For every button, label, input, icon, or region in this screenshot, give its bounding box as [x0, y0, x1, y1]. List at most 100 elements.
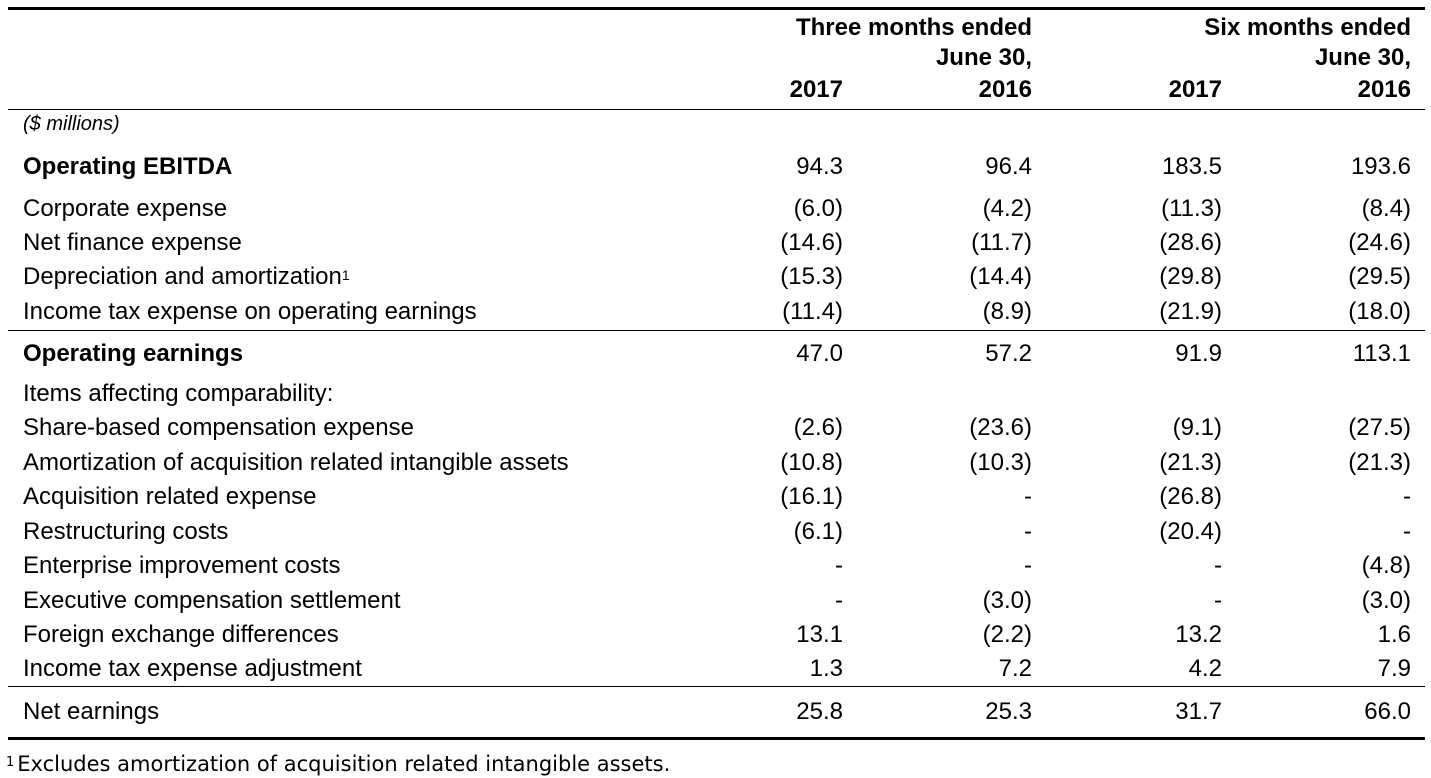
cell-three-2017: (16.1) [780, 483, 843, 510]
footnote-marker: 1 [341, 267, 350, 283]
row-label: Foreign exchange differences [23, 621, 339, 648]
row-label: Income tax expense on operating earnings [23, 298, 477, 325]
table-row: Operating earnings 47.0 57.2 91.9 113.1 [0, 337, 1431, 371]
cell-three-2016: 7.2 [998, 655, 1032, 682]
top-rule [8, 7, 1425, 10]
cell-six-2016: 113.1 [1352, 340, 1411, 367]
cell-six-2016: (3.0) [1361, 587, 1411, 614]
row-label-text: Depreciation and amortization [23, 263, 342, 290]
cell-three-2017: - [835, 552, 843, 579]
cell-three-2016: (10.3) [969, 449, 1032, 476]
footnote: 1 Excludes amortization of acquisition re… [6, 750, 670, 778]
net-earnings-rule [8, 686, 1425, 687]
cell-six-2016: (4.8) [1361, 552, 1411, 579]
row-label: Share-based compensation expense [23, 414, 414, 441]
footnote-text: Excludes amortization of acquisition rel… [17, 752, 671, 776]
cell-three-2016: (14.4) [969, 263, 1032, 290]
units-label: ($ millions) [23, 113, 120, 135]
cell-six-2017: (20.4) [1159, 518, 1222, 545]
table-row: Foreign exchange differences 13.1 (2.2) … [0, 618, 1431, 652]
cell-six-2016: (27.5) [1348, 414, 1411, 441]
header-six-months-line1: Six months ended [1204, 14, 1411, 41]
cell-three-2017: 1.3 [809, 655, 843, 682]
table-row: Corporate expense (6.0) (4.2) (11.3) (8.… [0, 192, 1431, 226]
cell-six-2017: (11.3) [1161, 195, 1222, 222]
cell-six-2016: (29.5) [1348, 263, 1411, 290]
table-row: Enterprise improvement costs - - - (4.8) [0, 549, 1431, 583]
header-year-three-2017: 2017 [789, 76, 843, 103]
cell-six-2017: 31.7 [1175, 698, 1222, 725]
table-row: Items affecting comparability: [0, 377, 1431, 411]
cell-three-2016: 96.4 [985, 153, 1032, 180]
cell-three-2017: (6.1) [793, 518, 843, 545]
cell-three-2017: (6.0) [793, 195, 843, 222]
row-label: Depreciation and amortization1 [23, 260, 350, 294]
cell-six-2017: 13.2 [1175, 621, 1222, 648]
header-three-months-line2: June 30, [935, 44, 1032, 71]
cell-six-2016: 193.6 [1350, 153, 1411, 180]
cell-three-2017: (15.3) [780, 263, 843, 290]
header-year-six-2016: 2016 [1357, 76, 1411, 103]
cell-six-2017: (21.3) [1159, 449, 1222, 476]
table-row: Depreciation and amortization1 (15.3) (1… [0, 260, 1431, 294]
cell-six-2016: - [1403, 518, 1411, 545]
table-row: Income tax expense adjustment 1.3 7.2 4.… [0, 652, 1431, 686]
cell-six-2016: (24.6) [1348, 229, 1411, 256]
cell-three-2016: - [1024, 518, 1032, 545]
cell-six-2017: 91.9 [1175, 340, 1222, 367]
cell-three-2017: (11.4) [782, 298, 843, 325]
cell-six-2016: 1.6 [1377, 621, 1411, 648]
table-row: Operating EBITDA 94.3 96.4 183.5 193.6 [0, 150, 1431, 184]
row-label: Corporate expense [23, 195, 228, 222]
cell-six-2017: (28.6) [1159, 229, 1222, 256]
row-label: Net earnings [23, 698, 160, 725]
footnote-marker: 1 [6, 755, 15, 770]
cell-three-2016: (4.2) [982, 195, 1032, 222]
cell-six-2017: 183.5 [1161, 153, 1222, 180]
cell-three-2017: (2.6) [793, 414, 843, 441]
row-label: Operating EBITDA [23, 153, 233, 180]
row-label: Restructuring costs [23, 518, 229, 545]
operating-earnings-rule [8, 330, 1425, 331]
table-row: Income tax expense on operating earnings… [0, 295, 1431, 329]
row-label: Operating earnings [23, 340, 244, 367]
cell-three-2016: (23.6) [969, 414, 1032, 441]
cell-three-2016: 57.2 [985, 340, 1032, 367]
cell-six-2017: 4.2 [1188, 655, 1222, 682]
header-three-months-line1: Three months ended [795, 14, 1032, 41]
cell-six-2016: 7.9 [1377, 655, 1411, 682]
table-row: Net earnings 25.8 25.3 31.7 66.0 [0, 695, 1431, 729]
row-label: Acquisition related expense [23, 483, 317, 510]
cell-three-2017: 25.8 [796, 698, 843, 725]
cell-six-2016: (8.4) [1361, 195, 1411, 222]
table-row: Amortization of acquisition related inta… [0, 446, 1431, 480]
cell-six-2016: - [1403, 483, 1411, 510]
cell-three-2016: (3.0) [982, 587, 1032, 614]
table-row: Acquisition related expense (16.1) - (26… [0, 480, 1431, 514]
table-row: Share-based compensation expense (2.6) (… [0, 411, 1431, 445]
header-six-months-line2: June 30, [1314, 44, 1411, 71]
bottom-rule [8, 737, 1425, 740]
cell-three-2017: 13.1 [796, 621, 843, 648]
header-year-six-2017: 2017 [1168, 76, 1222, 103]
cell-six-2017: - [1214, 587, 1222, 614]
cell-six-2017: - [1214, 552, 1222, 579]
cell-three-2016: (8.9) [982, 298, 1032, 325]
cell-three-2017: (14.6) [780, 229, 843, 256]
row-label: Amortization of acquisition related inta… [23, 449, 569, 476]
cell-three-2017: 94.3 [796, 153, 843, 180]
cell-three-2017: 47.0 [796, 340, 843, 367]
cell-six-2017: (26.8) [1159, 483, 1222, 510]
header-year-three-2016: 2016 [978, 76, 1032, 103]
cell-six-2016: (18.0) [1348, 298, 1411, 325]
cell-six-2017: (9.1) [1172, 414, 1222, 441]
table-row: Restructuring costs (6.1) - (20.4) - [0, 515, 1431, 549]
row-label: Net finance expense [23, 229, 242, 256]
table-row: Executive compensation settlement - (3.0… [0, 584, 1431, 618]
row-label: Income tax expense adjustment [23, 655, 362, 682]
cell-three-2016: - [1024, 552, 1032, 579]
cell-three-2017: (10.8) [780, 449, 843, 476]
cell-six-2016: 66.0 [1364, 698, 1411, 725]
header-rule [8, 109, 1425, 110]
cell-three-2017: - [835, 587, 843, 614]
